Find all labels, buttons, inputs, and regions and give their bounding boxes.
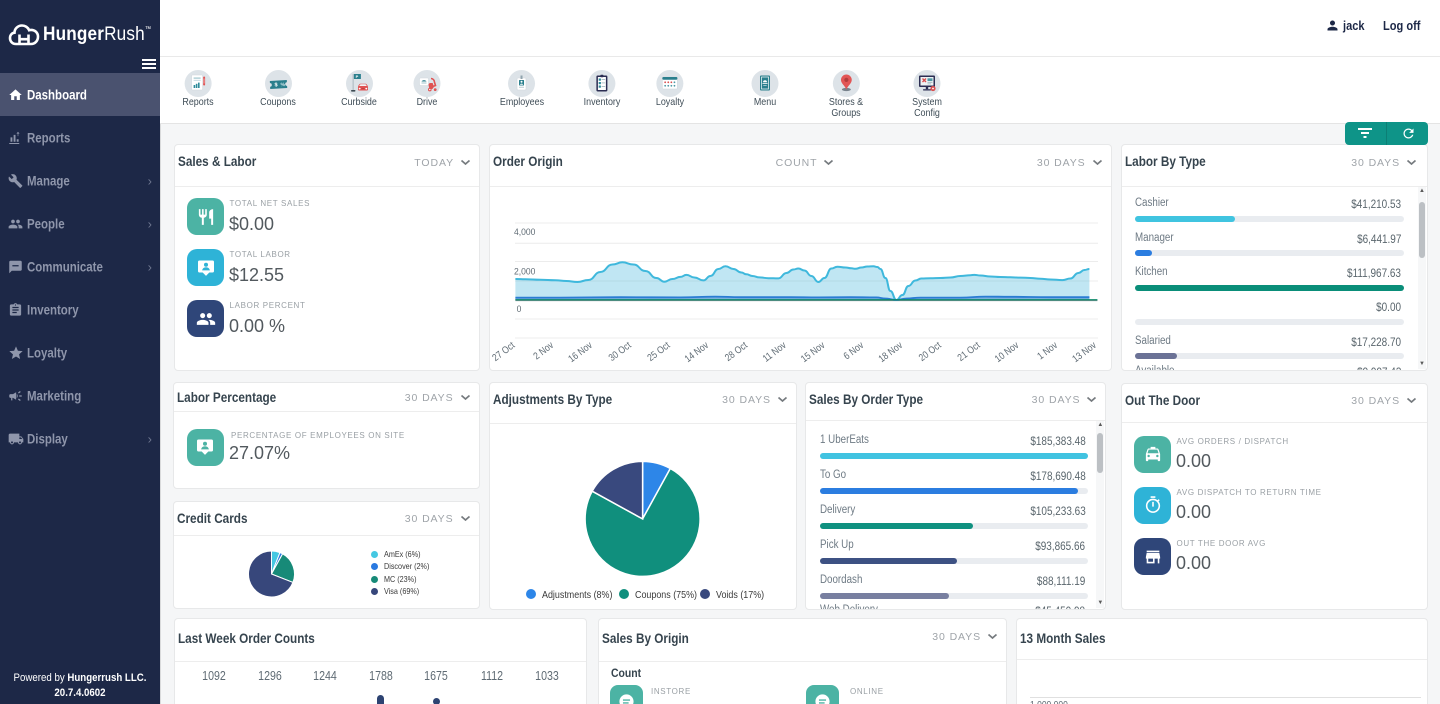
svg-text:2,000: 2,000	[514, 266, 535, 277]
svg-text:4,000: 4,000	[514, 227, 535, 238]
svg-text:18 Nov: 18 Nov	[876, 339, 904, 364]
svg-text:14 Nov: 14 Nov	[682, 339, 710, 364]
svg-text:30 Oct: 30 Oct	[606, 339, 633, 363]
svg-text:0: 0	[516, 304, 521, 315]
svg-text:P: P	[355, 74, 358, 79]
svg-text:25 Oct: 25 Oct	[645, 339, 672, 363]
svg-text:20 Oct: 20 Oct	[916, 339, 943, 363]
svg-text:2 Nov: 2 Nov	[531, 339, 555, 361]
svg-text:15 Nov: 15 Nov	[798, 339, 826, 364]
svg-text:10 Nov: 10 Nov	[992, 339, 1020, 364]
svg-text:1 Nov: 1 Nov	[1035, 339, 1059, 361]
svg-text:%: %	[280, 82, 285, 88]
svg-text:$: $	[274, 82, 277, 88]
svg-text:27 Oct: 27 Oct	[490, 339, 517, 363]
svg-text:11 Nov: 11 Nov	[760, 339, 788, 364]
svg-text:21 Oct: 21 Oct	[955, 339, 982, 363]
svg-text:6 Nov: 6 Nov	[841, 339, 865, 361]
svg-text:28 Oct: 28 Oct	[722, 339, 749, 363]
svg-text:13 Nov: 13 Nov	[1070, 339, 1098, 364]
svg-text:16 Nov: 16 Nov	[566, 339, 594, 364]
